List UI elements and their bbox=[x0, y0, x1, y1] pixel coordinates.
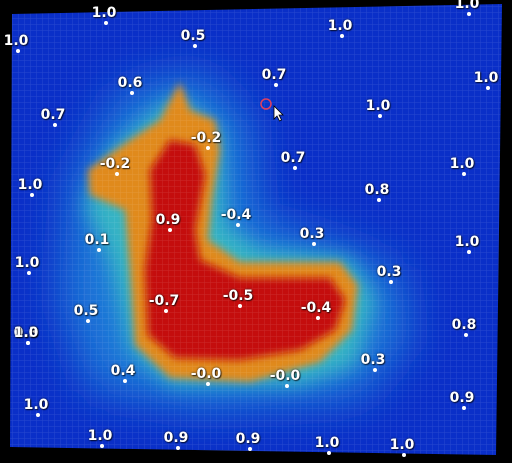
probe-point bbox=[402, 453, 406, 457]
probe-value-label: -0.4 bbox=[300, 300, 332, 316]
probe-value-label: -0.2 bbox=[190, 130, 222, 146]
probe-point bbox=[377, 198, 381, 202]
probe-point bbox=[248, 447, 252, 451]
probe-point bbox=[193, 44, 197, 48]
probe-value-label: 0.9 bbox=[155, 212, 181, 228]
probe-point bbox=[373, 368, 377, 372]
probe-value-label: 0.8 bbox=[451, 317, 477, 333]
probe-value-label: 0.9 bbox=[235, 431, 261, 447]
probe-value-label: 1.0 bbox=[473, 70, 499, 86]
probe-point bbox=[462, 172, 466, 176]
probe-point bbox=[467, 12, 471, 16]
probe-value-label: 0.3 bbox=[299, 226, 325, 242]
probe-point bbox=[486, 86, 490, 90]
probe-value-label: 0.5 bbox=[180, 28, 206, 44]
probe-value-label: 0.3 bbox=[360, 352, 386, 368]
probe-value-label: 1.0 bbox=[87, 428, 113, 444]
probe-point bbox=[206, 382, 210, 386]
probe-value-label: 1.0 bbox=[13, 325, 39, 341]
probe-value-label: 1.0 bbox=[314, 435, 340, 451]
probe-point bbox=[115, 172, 119, 176]
probe-point bbox=[464, 333, 468, 337]
probe-value-label: -0.0 bbox=[269, 368, 301, 384]
probe-value-label: -0.5 bbox=[222, 288, 254, 304]
probe-point bbox=[130, 91, 134, 95]
probe-value-label: 1.0 bbox=[14, 255, 40, 271]
probe-point bbox=[206, 146, 210, 150]
probe-value-label: -0.7 bbox=[148, 293, 180, 309]
probe-point bbox=[100, 444, 104, 448]
probe-point bbox=[274, 83, 278, 87]
probe-point bbox=[236, 223, 240, 227]
probe-value-label: 1.0 bbox=[327, 18, 353, 34]
probe-point bbox=[16, 49, 20, 53]
probe-value-label: 0.6 bbox=[117, 75, 143, 91]
probe-point bbox=[316, 316, 320, 320]
probe-value-label: 0.7 bbox=[261, 67, 287, 83]
probe-point bbox=[27, 271, 31, 275]
probe-point bbox=[53, 123, 57, 127]
mouse-pointer-icon bbox=[273, 105, 284, 122]
probe-value-label: 0.3 bbox=[13, 325, 39, 341]
probe-value-label: 1.0 bbox=[454, 234, 480, 250]
probe-point bbox=[86, 319, 90, 323]
probe-value-label: 0.9 bbox=[449, 390, 475, 406]
probe-value-label: 0.9 bbox=[163, 430, 189, 446]
probe-point bbox=[30, 193, 34, 197]
target-ring-icon bbox=[260, 98, 272, 110]
probe-point bbox=[97, 248, 101, 252]
probe-point bbox=[104, 21, 108, 25]
probe-point bbox=[312, 242, 316, 246]
probe-value-label: 1.0 bbox=[454, 0, 480, 12]
probe-point bbox=[123, 379, 127, 383]
probe-point bbox=[389, 280, 393, 284]
probe-value-label: 0.4 bbox=[110, 363, 136, 379]
probe-value-label: 1.0 bbox=[91, 5, 117, 21]
probe-point bbox=[293, 166, 297, 170]
probe-value-label: 0.1 bbox=[84, 232, 110, 248]
probe-value-label: 1.0 bbox=[23, 397, 49, 413]
probe-point bbox=[327, 451, 331, 455]
probe-value-label: -0.2 bbox=[99, 156, 131, 172]
probe-value-label: 1.0 bbox=[365, 98, 391, 114]
probe-value-label: 0.8 bbox=[364, 182, 390, 198]
probe-value-label: 1.0 bbox=[389, 437, 415, 453]
probe-value-label: -0.4 bbox=[220, 207, 252, 223]
probe-value-label: 1.0 bbox=[3, 33, 29, 49]
probe-value-label: 0.3 bbox=[376, 264, 402, 280]
probe-point bbox=[164, 309, 168, 313]
probe-value-label: -0.0 bbox=[190, 366, 222, 382]
probe-value-label: 0.7 bbox=[40, 107, 66, 123]
probe-value-label: 0.5 bbox=[73, 303, 99, 319]
probe-point bbox=[26, 341, 30, 345]
probe-point bbox=[285, 384, 289, 388]
probe-value-label: 0.7 bbox=[280, 150, 306, 166]
probe-point bbox=[176, 446, 180, 450]
heatmap-grid bbox=[10, 4, 502, 455]
probe-value-label: 1.0 bbox=[17, 177, 43, 193]
probe-point bbox=[36, 413, 40, 417]
probe-point bbox=[168, 228, 172, 232]
probe-point bbox=[378, 114, 382, 118]
probe-point bbox=[462, 406, 466, 410]
probe-point bbox=[340, 34, 344, 38]
probe-point bbox=[238, 304, 242, 308]
probe-value-label: 1.0 bbox=[449, 156, 475, 172]
probe-point bbox=[467, 250, 471, 254]
